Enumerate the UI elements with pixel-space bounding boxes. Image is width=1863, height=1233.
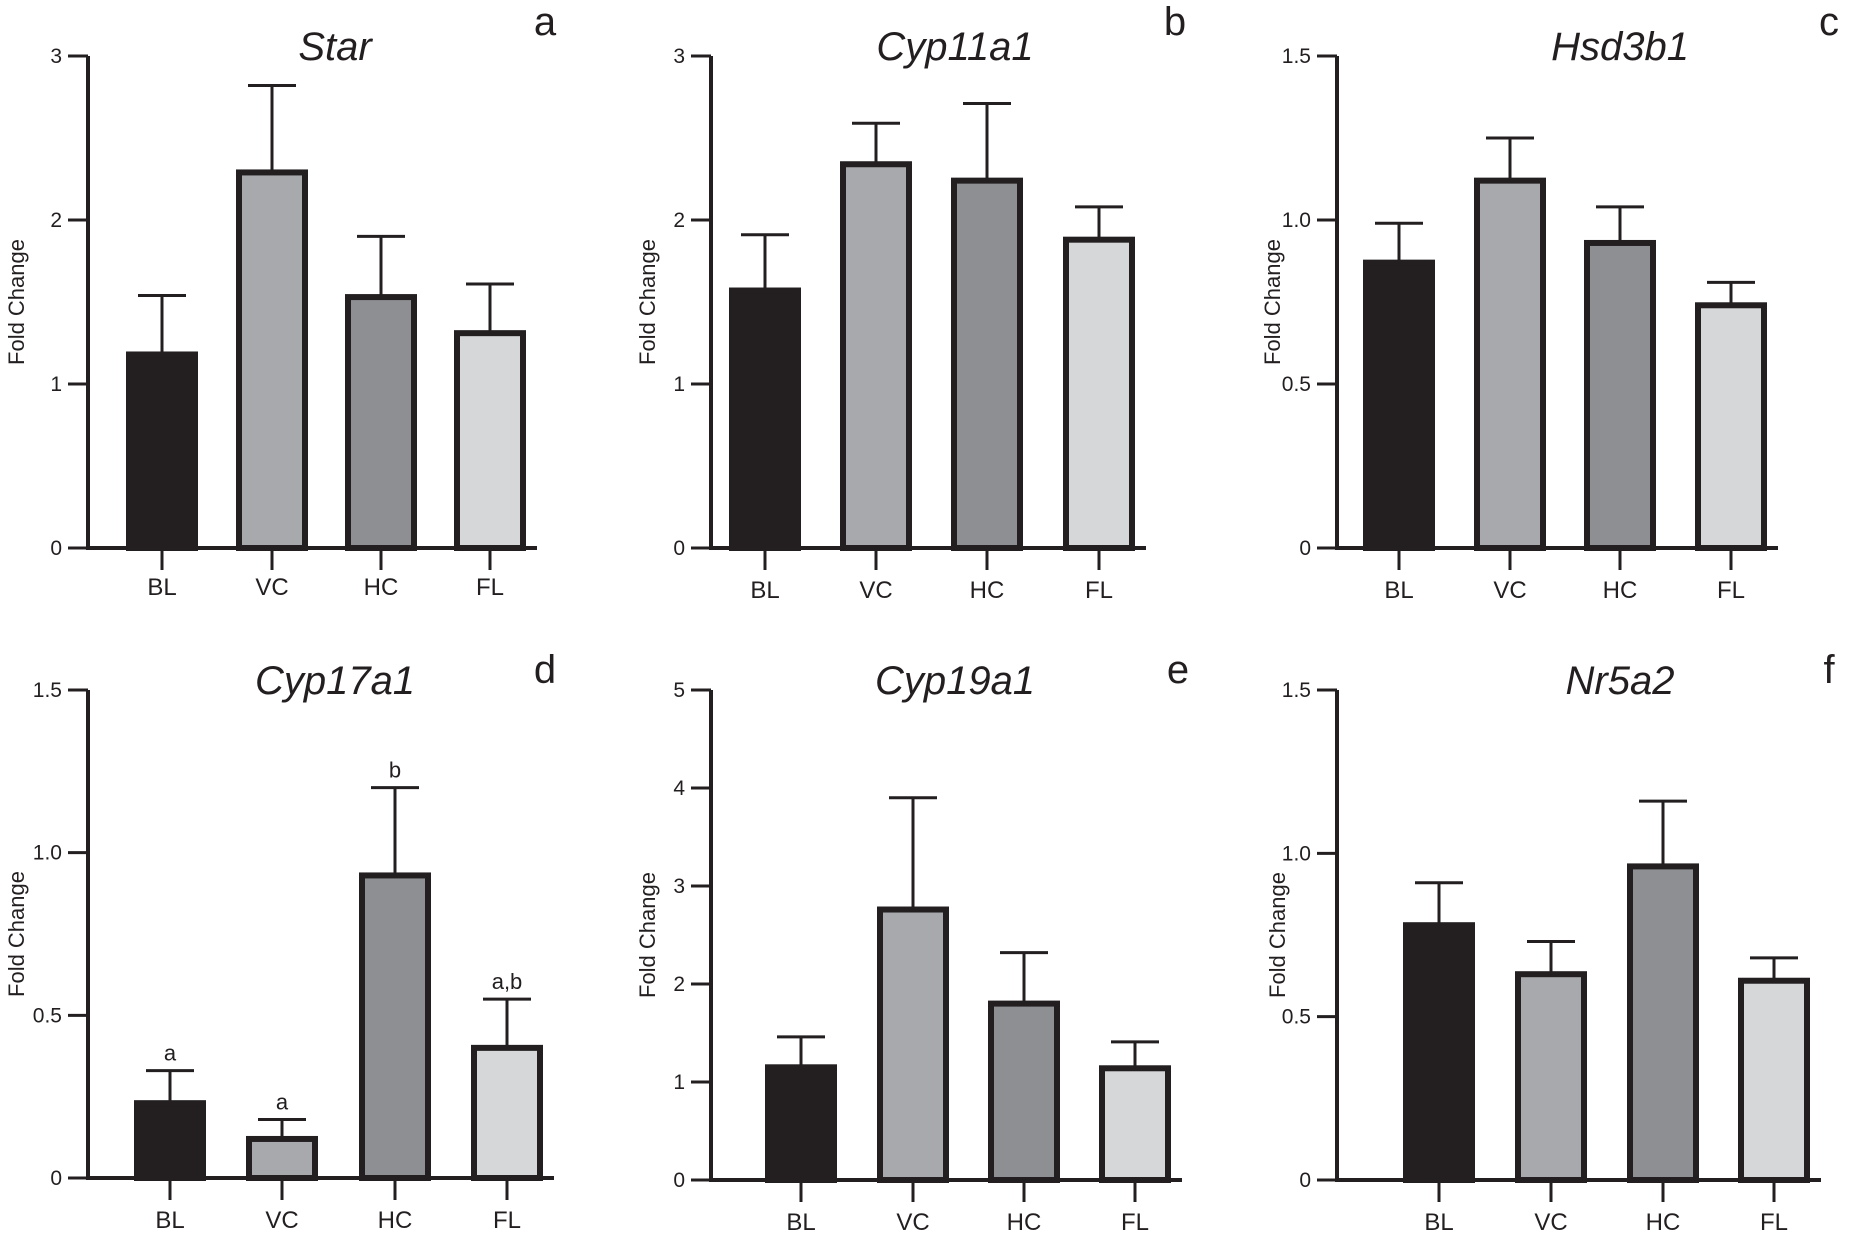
chart-c-ytick-label-3: 1.5 bbox=[1282, 45, 1311, 68]
chart-e-title: Cyp19a1 bbox=[875, 659, 1035, 703]
chart-e-ytick-label-3: 3 bbox=[673, 875, 685, 898]
chart-b-bar-2 bbox=[951, 177, 1023, 551]
chart-c-ytick-label-2: 1.0 bbox=[1282, 209, 1311, 232]
chart-c-title: Hsd3b1 bbox=[1551, 25, 1689, 69]
chart-d-ytick-label-2: 1.0 bbox=[33, 842, 62, 865]
chart-d-bar-3 bbox=[471, 1044, 543, 1182]
chart-a-panel-letter: a bbox=[534, 0, 557, 44]
chart-c-ytick-label-1: 0.5 bbox=[1282, 373, 1311, 396]
chart-a-bar-3 bbox=[454, 330, 526, 551]
chart-a-ytick-label-3: 3 bbox=[50, 45, 62, 68]
chart-e-ytick-label-0: 0 bbox=[673, 1169, 685, 1192]
chart-d-category-label-1: VC bbox=[265, 1207, 298, 1233]
chart-c-ytick-label-0: 0 bbox=[1299, 537, 1311, 560]
chart-c-bar-2 bbox=[1584, 239, 1656, 552]
chart-d-sig-3: a,b bbox=[492, 969, 523, 994]
chart-a-bar-0 bbox=[126, 351, 198, 552]
chart-b-title: Cyp11a1 bbox=[876, 25, 1033, 69]
chart-f-ytick-label-2: 1.0 bbox=[1282, 842, 1311, 865]
chart-e-ytick-label-5: 5 bbox=[673, 679, 685, 702]
chart-a-title: Star bbox=[298, 25, 373, 69]
chart-b-bar-1 bbox=[840, 161, 912, 552]
chart-e-ytick-label-2: 2 bbox=[673, 973, 685, 996]
chart-e-category-label-3: FL bbox=[1121, 1209, 1149, 1233]
chart-e-ytick-label-4: 4 bbox=[673, 777, 685, 800]
chart-b-ylabel: Fold Change bbox=[635, 239, 660, 365]
chart-c-category-label-1: VC bbox=[1493, 577, 1526, 604]
chart-a-category-label-1: VC bbox=[255, 574, 288, 601]
chart-d-bar-0 bbox=[134, 1100, 206, 1182]
chart-e-ytick-label-1: 1 bbox=[673, 1071, 685, 1094]
chart-d-sig-0: a bbox=[164, 1041, 177, 1066]
chart-c-category-label-3: FL bbox=[1717, 577, 1745, 604]
chart-a-category-label-0: BL bbox=[147, 574, 176, 601]
chart-d-sig-2: b bbox=[389, 758, 401, 783]
chart-f-bar-2 bbox=[1627, 863, 1699, 1184]
chart-f-title: Nr5a2 bbox=[1566, 659, 1675, 703]
chart-a-ytick-label-1: 1 bbox=[50, 373, 62, 396]
chart-c-bar-3 bbox=[1695, 302, 1767, 551]
chart-b-category-label-2: HC bbox=[970, 577, 1005, 604]
chart-d-category-label-0: BL bbox=[155, 1207, 184, 1233]
chart-a-ylabel: Fold Change bbox=[4, 239, 29, 365]
chart-f-panel-letter: f bbox=[1823, 648, 1835, 692]
chart-a-ytick-label-0: 0 bbox=[50, 537, 62, 560]
chart-d-ytick-label-3: 1.5 bbox=[33, 679, 62, 702]
chart-a-category-label-3: FL bbox=[476, 574, 504, 601]
chart-a-category-label-2: HC bbox=[364, 574, 399, 601]
chart-c-category-label-2: HC bbox=[1603, 577, 1638, 604]
chart-e-category-label-0: BL bbox=[786, 1209, 815, 1233]
chart-f-ytick-label-3: 1.5 bbox=[1282, 679, 1311, 702]
chart-e-bar-1 bbox=[877, 906, 949, 1184]
chart-b-category-label-1: VC bbox=[859, 577, 892, 604]
chart-e-category-label-1: VC bbox=[896, 1209, 929, 1233]
chart-b-ytick-label-1: 1 bbox=[673, 373, 685, 396]
chart-e-panel-letter: e bbox=[1167, 648, 1189, 692]
chart-b-category-label-3: FL bbox=[1085, 577, 1113, 604]
chart-d-ylabel: Fold Change bbox=[4, 871, 29, 997]
chart-d-bar-2 bbox=[359, 872, 431, 1181]
chart-e-bar-3 bbox=[1099, 1065, 1171, 1184]
chart-e-bar-2 bbox=[988, 1000, 1060, 1183]
chart-c-bar-1 bbox=[1474, 177, 1546, 551]
chart-e-bar-0 bbox=[765, 1064, 837, 1184]
chart-c-bar-0 bbox=[1363, 259, 1435, 551]
chart-d-ytick-label-0: 0 bbox=[50, 1167, 62, 1190]
chart-d-title: Cyp17a1 bbox=[255, 659, 415, 703]
chart-d-panel-letter: d bbox=[534, 648, 556, 692]
chart-d-ytick-label-1: 0.5 bbox=[33, 1004, 62, 1027]
chart-f-ytick-label-0: 0 bbox=[1299, 1169, 1311, 1192]
chart-c-category-label-0: BL bbox=[1384, 577, 1413, 604]
chart-b-ytick-label-0: 0 bbox=[673, 537, 685, 560]
chart-a-bar-1 bbox=[236, 169, 308, 551]
chart-a-bar-2 bbox=[345, 294, 417, 551]
chart-f-category-label-1: VC bbox=[1534, 1209, 1567, 1233]
chart-b-panel-letter: b bbox=[1164, 0, 1186, 44]
chart-f-category-label-0: BL bbox=[1424, 1209, 1453, 1233]
chart-e-category-label-2: HC bbox=[1007, 1209, 1042, 1233]
chart-f-ytick-label-1: 0.5 bbox=[1282, 1006, 1311, 1029]
chart-b-bar-3 bbox=[1063, 236, 1135, 551]
chart-c-ylabel: Fold Change bbox=[1260, 239, 1285, 365]
chart-d-category-label-3: FL bbox=[493, 1207, 521, 1233]
chart-a-ytick-label-2: 2 bbox=[50, 209, 62, 232]
chart-b-ytick-label-2: 2 bbox=[673, 209, 685, 232]
chart-f-bar-0 bbox=[1403, 922, 1475, 1184]
chart-d-bar-1 bbox=[246, 1135, 318, 1181]
chart-f-bar-3 bbox=[1738, 977, 1810, 1183]
chart-c-panel-letter: c bbox=[1819, 0, 1839, 44]
chart-f-category-label-2: HC bbox=[1646, 1209, 1681, 1233]
chart-f-bar-1 bbox=[1515, 971, 1587, 1184]
chart-f-category-label-3: FL bbox=[1760, 1209, 1788, 1233]
chart-b-category-label-0: BL bbox=[750, 577, 779, 604]
chart-e-ylabel: Fold Change bbox=[635, 872, 660, 998]
chart-f-ylabel: Fold Change bbox=[1265, 872, 1290, 998]
chart-d-sig-1: a bbox=[276, 1089, 289, 1114]
chart-b-ytick-label-3: 3 bbox=[673, 45, 685, 68]
chart-b-bar-0 bbox=[729, 287, 801, 551]
chart-d-category-label-2: HC bbox=[378, 1207, 413, 1233]
